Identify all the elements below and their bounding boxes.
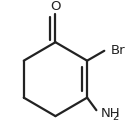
Text: 2: 2 [113, 112, 119, 122]
Text: O: O [50, 0, 61, 13]
Text: Br: Br [111, 44, 126, 57]
Text: NH: NH [100, 107, 120, 120]
